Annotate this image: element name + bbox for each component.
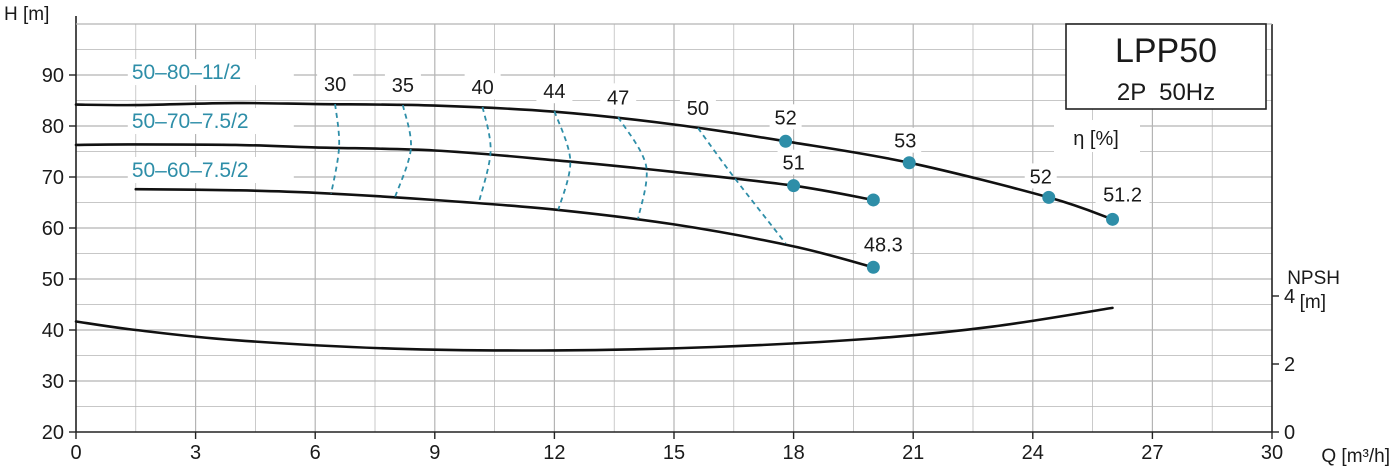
y2-axis-title: NPSH bbox=[1287, 268, 1340, 289]
x-tick-label: 12 bbox=[543, 442, 565, 464]
efficiency-label: 44 bbox=[543, 81, 565, 103]
efficiency-points bbox=[779, 134, 1120, 274]
efficiency-label-bg bbox=[464, 73, 501, 100]
point-label: 48.3 bbox=[864, 234, 903, 256]
efficiency-point bbox=[779, 134, 793, 148]
efficiency-line-44 bbox=[553, 110, 572, 210]
x-tick-label: 15 bbox=[663, 442, 685, 464]
efficiency-point bbox=[866, 193, 880, 207]
head-curves bbox=[74, 101, 1114, 352]
efficiency-label-bg bbox=[679, 94, 716, 121]
point-label-bg bbox=[856, 231, 911, 257]
efficiency-line-47 bbox=[617, 116, 648, 219]
x-tick-label: 21 bbox=[902, 442, 924, 464]
efficiency-line-35 bbox=[394, 104, 412, 198]
efficiency-label-bg bbox=[384, 71, 421, 98]
pump-label-bg bbox=[127, 108, 294, 135]
y-tick-label: 50 bbox=[42, 269, 64, 291]
efficiency-label: 50 bbox=[687, 98, 709, 120]
efficiency-point bbox=[866, 260, 880, 274]
x-tick-label: 3 bbox=[190, 442, 201, 464]
point-label: 51.2 bbox=[1103, 184, 1142, 206]
x-tick-label: 27 bbox=[1141, 442, 1163, 464]
pump-label-bg bbox=[127, 157, 294, 183]
efficiency-label: 30 bbox=[324, 74, 346, 96]
x-tick-label: 24 bbox=[1022, 442, 1044, 464]
chart-labels: 30 35 40 44 47 50 50–80–11/2 50–70–7.5/2 50–60–7… bbox=[127, 59, 1150, 257]
y-tick-label: 40 bbox=[42, 320, 64, 342]
point-label-bg bbox=[1024, 163, 1057, 189]
efficiency-line-50 bbox=[697, 127, 787, 244]
efficiency-point bbox=[1106, 212, 1120, 226]
efficiency-unit-bg bbox=[1054, 120, 1140, 152]
efficiency-line-40 bbox=[477, 106, 492, 204]
pump-model-label: 50–60–7.5/2 bbox=[132, 159, 249, 182]
chart-title: LPP50 bbox=[1115, 32, 1217, 70]
efficiency-label-bg bbox=[600, 83, 637, 110]
efficiency-point bbox=[1042, 190, 1056, 204]
efficiency-label: 35 bbox=[392, 75, 414, 97]
x-tick-label: 0 bbox=[70, 442, 81, 464]
pump-model-label: 50–80–11/2 bbox=[132, 61, 241, 84]
point-label-bg bbox=[769, 104, 802, 130]
efficiency-point bbox=[902, 156, 916, 170]
point-label: 53 bbox=[894, 131, 916, 153]
y-tick-label: 90 bbox=[42, 65, 64, 87]
y2-tick-label: 4 bbox=[1284, 286, 1295, 308]
y-tick-label: 80 bbox=[42, 116, 64, 138]
y-tick-label: 30 bbox=[42, 371, 64, 393]
efficiency-unit-label: η [%] bbox=[1073, 128, 1119, 150]
efficiency-label: 40 bbox=[472, 77, 494, 99]
point-label: 52 bbox=[775, 107, 797, 129]
x-tick-label: 9 bbox=[429, 442, 440, 464]
efficiency-point bbox=[787, 179, 801, 193]
efficiency-label-bg bbox=[317, 70, 354, 97]
y2-tick-label: 2 bbox=[1284, 354, 1295, 376]
point-label-bg bbox=[889, 127, 922, 153]
x-tick-label: 30 bbox=[1261, 442, 1283, 464]
efficiency-label-bg bbox=[536, 77, 573, 104]
efficiency-line-30 bbox=[330, 104, 341, 194]
x-tick-label: 18 bbox=[782, 442, 804, 464]
y-tick-label: 60 bbox=[42, 218, 64, 240]
head-curve-2 bbox=[74, 143, 875, 202]
title-box: LPP50 2P 50Hz bbox=[1065, 23, 1267, 110]
head-curve-3 bbox=[134, 187, 875, 269]
x-tick-label: 6 bbox=[310, 442, 321, 464]
major-grid bbox=[76, 24, 1272, 432]
y2-tick-label: 0 bbox=[1284, 422, 1295, 444]
point-label: 52 bbox=[1030, 166, 1052, 188]
chart-subtitle: 2P 50Hz bbox=[1117, 79, 1215, 106]
npsh-curve bbox=[74, 306, 1114, 352]
pump-label-bg bbox=[127, 59, 294, 86]
y2-axis-unit: [m] bbox=[1300, 292, 1326, 313]
point-label-bg bbox=[1095, 181, 1150, 207]
y-axis-title: H [m] bbox=[4, 4, 49, 25]
efficiency-label: 47 bbox=[607, 87, 629, 109]
point-label-bg bbox=[777, 149, 810, 175]
pump-model-label: 50–70–7.5/2 bbox=[132, 110, 249, 133]
point-label: 51 bbox=[782, 153, 804, 175]
y-tick-label: 20 bbox=[42, 422, 64, 444]
y-tick-label: 70 bbox=[42, 167, 64, 189]
head-curve-1 bbox=[74, 101, 1114, 221]
x-axis-title: Q [m³/h] bbox=[1321, 446, 1390, 467]
efficiency-lines bbox=[330, 104, 787, 244]
